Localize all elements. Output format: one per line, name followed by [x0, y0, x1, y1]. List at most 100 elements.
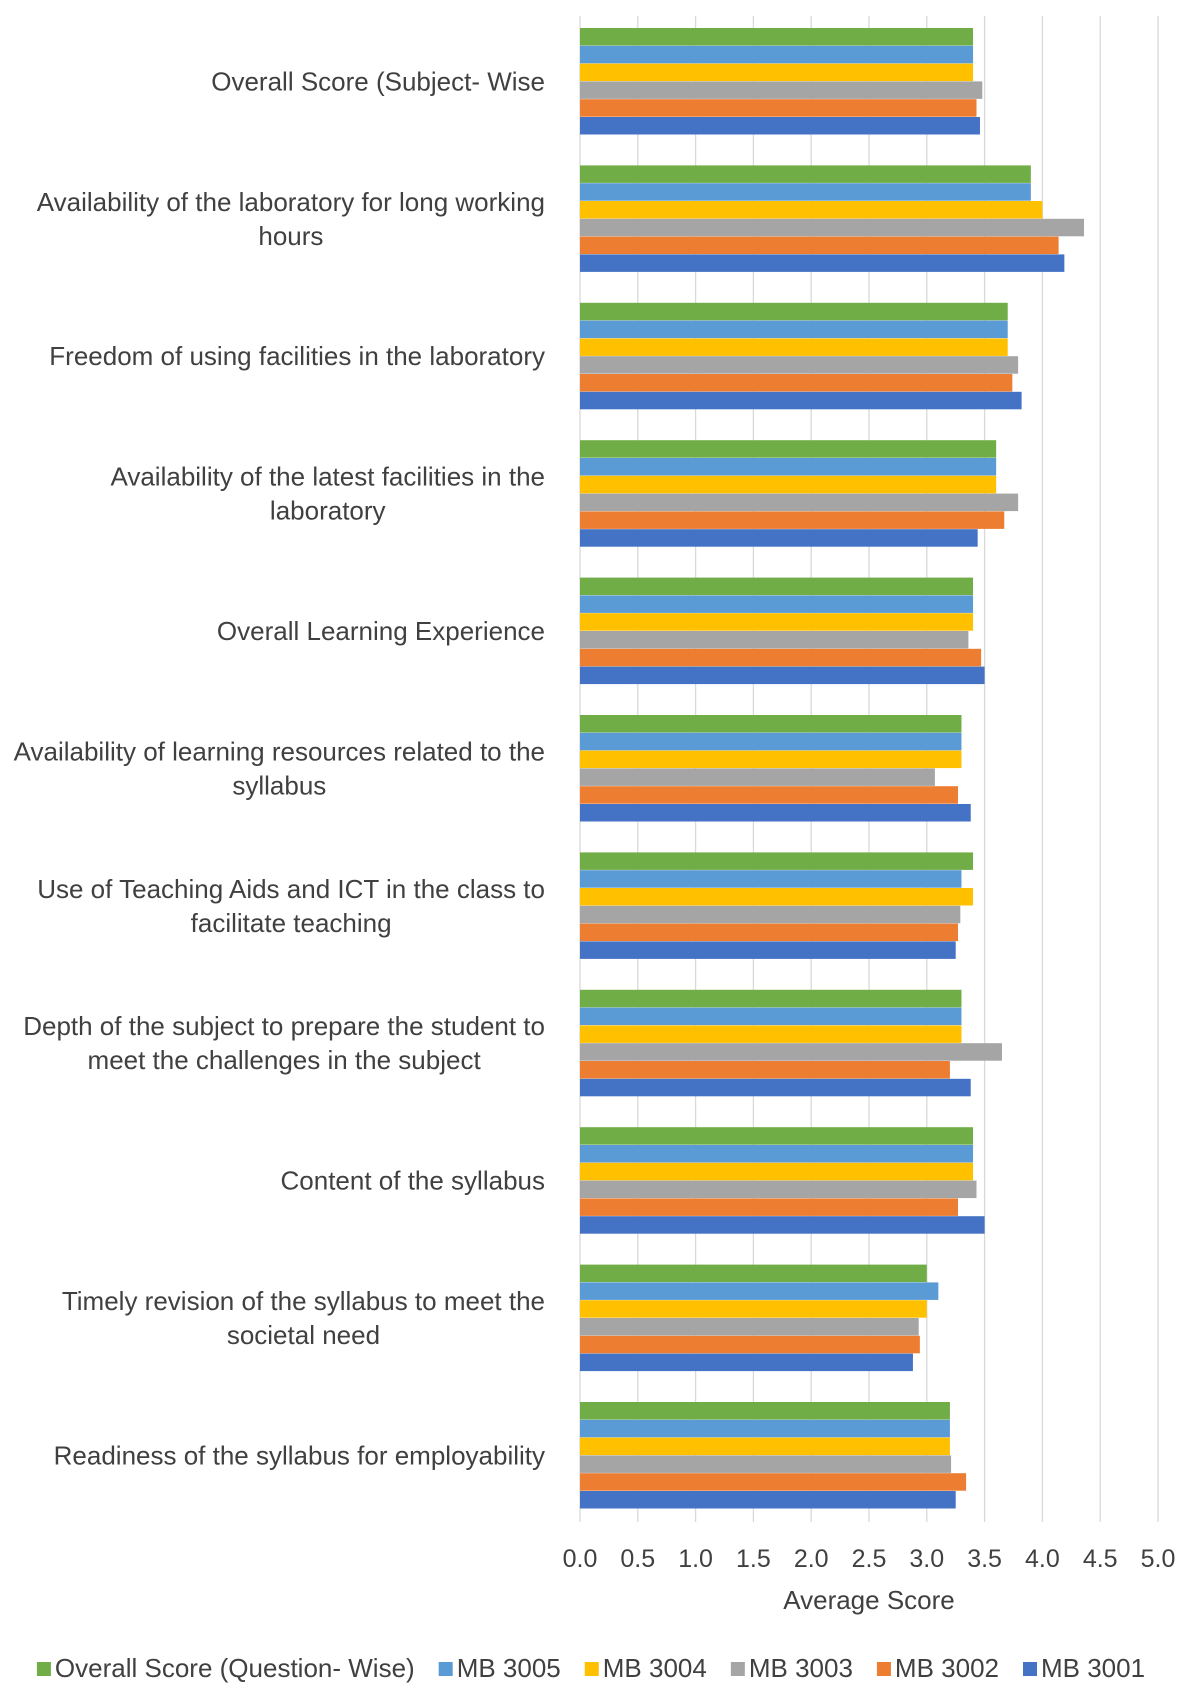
- bar: [580, 81, 983, 99]
- bar: [580, 302, 1008, 321]
- bar: [580, 165, 1031, 183]
- x-tick-label: 1.5: [736, 1545, 771, 1573]
- bar: [580, 804, 971, 822]
- bar: [580, 1180, 977, 1199]
- bar: [580, 1078, 971, 1097]
- bar: [580, 750, 962, 769]
- category-label-line: Availability of the laboratory for long …: [37, 187, 545, 217]
- bar-group: [580, 165, 1085, 272]
- bar: [580, 1437, 950, 1456]
- legend-item: MB 3005: [438, 1653, 561, 1683]
- category-label: Use of Teaching Aids and ICT in the clas…: [37, 874, 545, 938]
- bar: [580, 28, 974, 46]
- bar: [580, 374, 1013, 392]
- bar: [580, 1353, 913, 1372]
- bars: [580, 28, 1085, 1509]
- bar: [580, 768, 935, 786]
- category-label: Depth of the subject to prepare the stud…: [23, 1011, 545, 1075]
- x-tick-label: 0.0: [563, 1545, 598, 1573]
- bar: [580, 1043, 1002, 1061]
- bar: [580, 338, 1008, 356]
- bar: [580, 356, 1019, 374]
- legend: Overall Score (Question- Wise) MB 3005 MB …: [36, 1653, 1145, 1683]
- bar: [580, 1025, 962, 1043]
- bar: [580, 1300, 927, 1318]
- bar: [580, 1419, 950, 1438]
- bar: [580, 1282, 939, 1300]
- bar: [580, 595, 974, 613]
- category-label-line: Overall Score (Subject- Wise: [211, 66, 545, 96]
- category-label-line: societal need: [227, 1320, 380, 1350]
- x-tick-label: 3.0: [909, 1545, 944, 1573]
- bar: [580, 440, 997, 458]
- bar: [580, 613, 974, 631]
- legend-item: MB 3003: [730, 1653, 853, 1683]
- bar: [580, 888, 974, 906]
- x-tick-label: 0.5: [620, 1545, 655, 1573]
- bar-group: [580, 1402, 967, 1509]
- category-label-line: Availability of the latest facilities in…: [110, 462, 545, 492]
- bar: [580, 320, 1008, 339]
- bar-group: [580, 440, 1019, 547]
- bar: [580, 1455, 952, 1473]
- bar: [580, 99, 977, 117]
- x-tick-label: 2.5: [852, 1545, 887, 1573]
- x-tick-label: 4.0: [1025, 1545, 1060, 1573]
- legend-label: MB 3004: [603, 1653, 707, 1683]
- category-label-line: Availability of learning resources relat…: [14, 736, 545, 766]
- bar: [580, 183, 1031, 201]
- bar-group: [580, 302, 1022, 410]
- category-label-line: Use of Teaching Aids and ICT in the clas…: [37, 874, 545, 904]
- bar: [580, 493, 1019, 512]
- category-label-line: facilitate teaching: [191, 908, 392, 938]
- bar: [580, 475, 997, 494]
- bar: [580, 715, 962, 733]
- category-label-line: syllabus: [232, 770, 326, 800]
- category-label: Content of the syllabus: [281, 1166, 546, 1196]
- bar: [580, 1007, 962, 1026]
- legend-swatch: [876, 1662, 891, 1676]
- bar: [580, 577, 974, 596]
- x-axis-title: Average Score: [783, 1585, 955, 1615]
- category-label-line: meet the challenges in the subject: [88, 1045, 482, 1075]
- bar: [580, 391, 1022, 410]
- bar: [580, 852, 974, 870]
- bar: [580, 1402, 950, 1420]
- bar: [580, 254, 1065, 272]
- category-label-line: hours: [258, 221, 323, 251]
- bar: [580, 786, 959, 804]
- legend-label: MB 3001: [1041, 1653, 1145, 1683]
- bar: [580, 941, 956, 959]
- bar: [580, 923, 959, 942]
- category-labels: Overall Score (Subject- Wise Availability…: [14, 66, 545, 1470]
- bar: [580, 1198, 959, 1216]
- bar: [580, 666, 985, 685]
- legend-label: Overall Score (Question- Wise): [55, 1653, 415, 1683]
- category-label-line: Timely revision of the syllabus to meet …: [62, 1286, 545, 1316]
- bar: [580, 1264, 927, 1283]
- category-label: Freedom of using facilities in the labor…: [49, 341, 545, 371]
- legend-label: MB 3003: [749, 1653, 853, 1683]
- bar: [580, 45, 974, 64]
- category-label-line: Depth of the subject to prepare the stud…: [23, 1011, 545, 1041]
- bar-group: [580, 577, 985, 685]
- bar: [580, 201, 1043, 219]
- category-label: Overall Learning Experience: [217, 616, 545, 646]
- bar: [580, 648, 982, 667]
- bar: [580, 631, 969, 649]
- bar-group: [580, 1127, 985, 1234]
- bar-group: [580, 715, 971, 822]
- bar-group: [580, 28, 983, 135]
- category-label: Availability of the latest facilities in…: [110, 462, 545, 526]
- category-label: Overall Score (Subject- Wise: [211, 66, 545, 96]
- category-label-line: laboratory: [270, 496, 386, 526]
- bar: [580, 1216, 985, 1234]
- category-label: Availability of the laboratory for long …: [37, 187, 545, 251]
- bar: [580, 870, 962, 888]
- category-label: Availability of learning resources relat…: [14, 736, 545, 800]
- legend-item: MB 3001: [1023, 1653, 1145, 1683]
- category-label-line: Freedom of using facilities in the labor…: [49, 341, 545, 371]
- x-tick-label: 1.0: [678, 1545, 713, 1573]
- category-label: Readiness of the syllabus for employabil…: [54, 1440, 545, 1470]
